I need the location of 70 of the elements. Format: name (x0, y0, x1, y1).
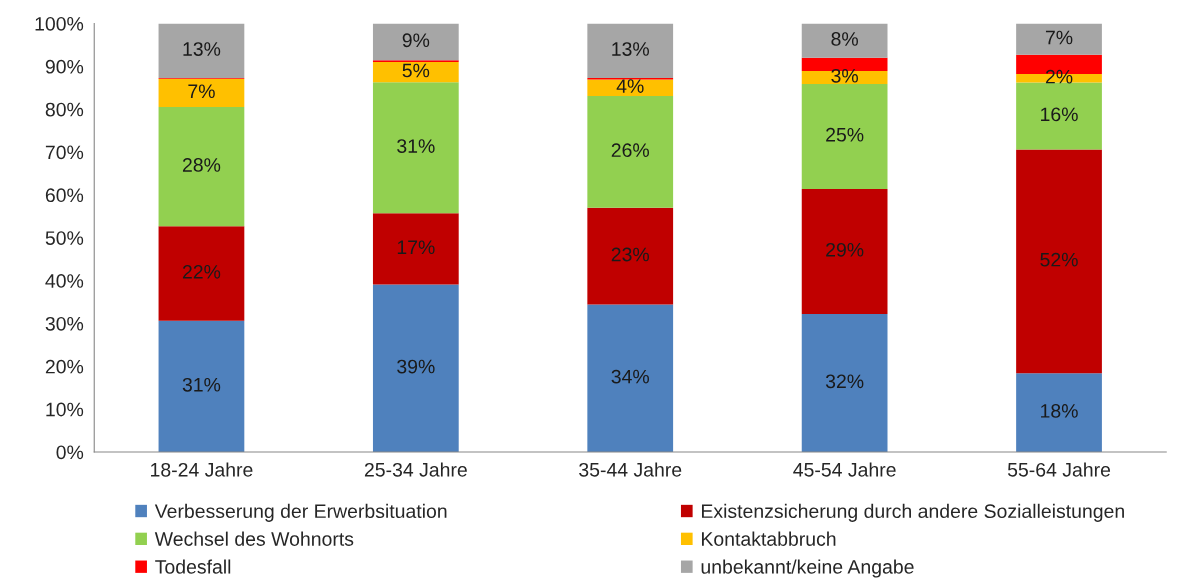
x-tick-label: 18-24 Jahre (151, 462, 253, 477)
bar (158, 23, 245, 78)
x-tick-label: 55-64 Jahre (1007, 462, 1111, 477)
bar (587, 207, 674, 305)
bar (587, 23, 674, 78)
data-label: 13% (612, 42, 649, 56)
bar (801, 314, 888, 452)
x-tick-label: 35-44 Jahre (579, 462, 682, 477)
legend-label: Wechsel des Wohnorts (154, 531, 354, 546)
bar (801, 23, 888, 58)
y-tick-label: 100% (35, 16, 84, 31)
bar (372, 82, 459, 214)
data-label: 26% (611, 143, 649, 158)
x-tick-label: 25-34 Jahre (364, 462, 467, 477)
data-label: 23% (611, 247, 649, 262)
bar (372, 23, 459, 61)
data-label: 13% (183, 42, 221, 56)
data-label: 52% (1040, 252, 1078, 267)
data-label: 8% (831, 32, 858, 46)
y-tick-label: 20% (45, 359, 84, 374)
bar (1016, 149, 1102, 374)
x-tick-label: 45-54 Jahre (793, 462, 896, 477)
data-label: 22% (182, 264, 221, 279)
bar (587, 304, 674, 452)
legend-label: Verbesserung der Erwerbsituation (154, 503, 447, 522)
legend-label: Existenzsicherung durch andere Sozialleistungen (702, 503, 1124, 522)
bar (372, 213, 459, 285)
bar (372, 62, 459, 83)
y-tick-label: 90% (45, 59, 84, 74)
data-label: 31% (182, 377, 221, 392)
data-label: 7% (1045, 30, 1073, 45)
data-label: 18% (1041, 404, 1078, 418)
bar (1016, 82, 1102, 150)
data-label: 9% (402, 33, 430, 48)
bar (801, 83, 888, 189)
bar (801, 71, 888, 84)
bar (372, 284, 459, 452)
bar (158, 107, 245, 227)
bar (1016, 23, 1102, 55)
y-tick-label: 0% (56, 445, 84, 460)
data-label: 39% (397, 359, 435, 374)
legend-label: Kontaktabbruch (702, 531, 836, 546)
data-label: 7% (188, 84, 215, 99)
y-tick-label: 50% (45, 231, 84, 245)
data-label: 29% (826, 242, 864, 257)
data-label: 16% (1041, 107, 1078, 122)
data-label: 17% (397, 240, 435, 255)
y-tick-label: 40% (45, 274, 84, 288)
y-tick-label: 60% (45, 188, 84, 203)
y-tick-label: 80% (45, 102, 84, 117)
data-label: 31% (397, 139, 435, 153)
data-label: 32% (825, 374, 864, 389)
data-label: 4% (616, 79, 644, 93)
data-label: 34% (611, 369, 649, 384)
y-tick-label: 10% (46, 402, 84, 417)
y-tick-label: 70% (45, 145, 84, 160)
data-label: 5% (402, 63, 430, 78)
legend-label: unbekannt/keine Angabe (701, 559, 914, 578)
bar (801, 188, 888, 315)
data-label: 28% (182, 158, 221, 172)
bar (158, 78, 245, 108)
legend-label: Todesfall (155, 559, 231, 574)
bar (587, 79, 674, 96)
bar (158, 320, 245, 452)
bar (1016, 373, 1102, 452)
bar (158, 226, 245, 321)
data-label: 25% (826, 127, 864, 142)
data-label: 3% (831, 68, 858, 83)
y-tick-label: 30% (45, 316, 84, 331)
bar (587, 95, 674, 208)
